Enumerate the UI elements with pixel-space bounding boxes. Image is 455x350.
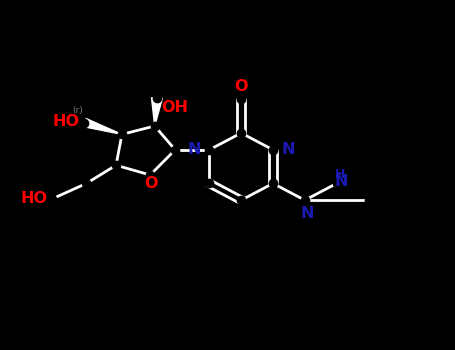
Text: O: O xyxy=(234,79,248,94)
Text: H: H xyxy=(334,168,345,182)
Text: N: N xyxy=(187,142,201,156)
Text: HO: HO xyxy=(21,191,48,205)
Text: N: N xyxy=(281,142,295,156)
Text: O: O xyxy=(144,176,158,191)
Text: N: N xyxy=(300,206,314,222)
Text: OH: OH xyxy=(162,100,188,115)
Polygon shape xyxy=(82,119,122,134)
Text: (r): (r) xyxy=(72,106,83,116)
Text: N: N xyxy=(334,174,348,189)
Polygon shape xyxy=(152,98,162,126)
Text: HO: HO xyxy=(53,114,80,129)
